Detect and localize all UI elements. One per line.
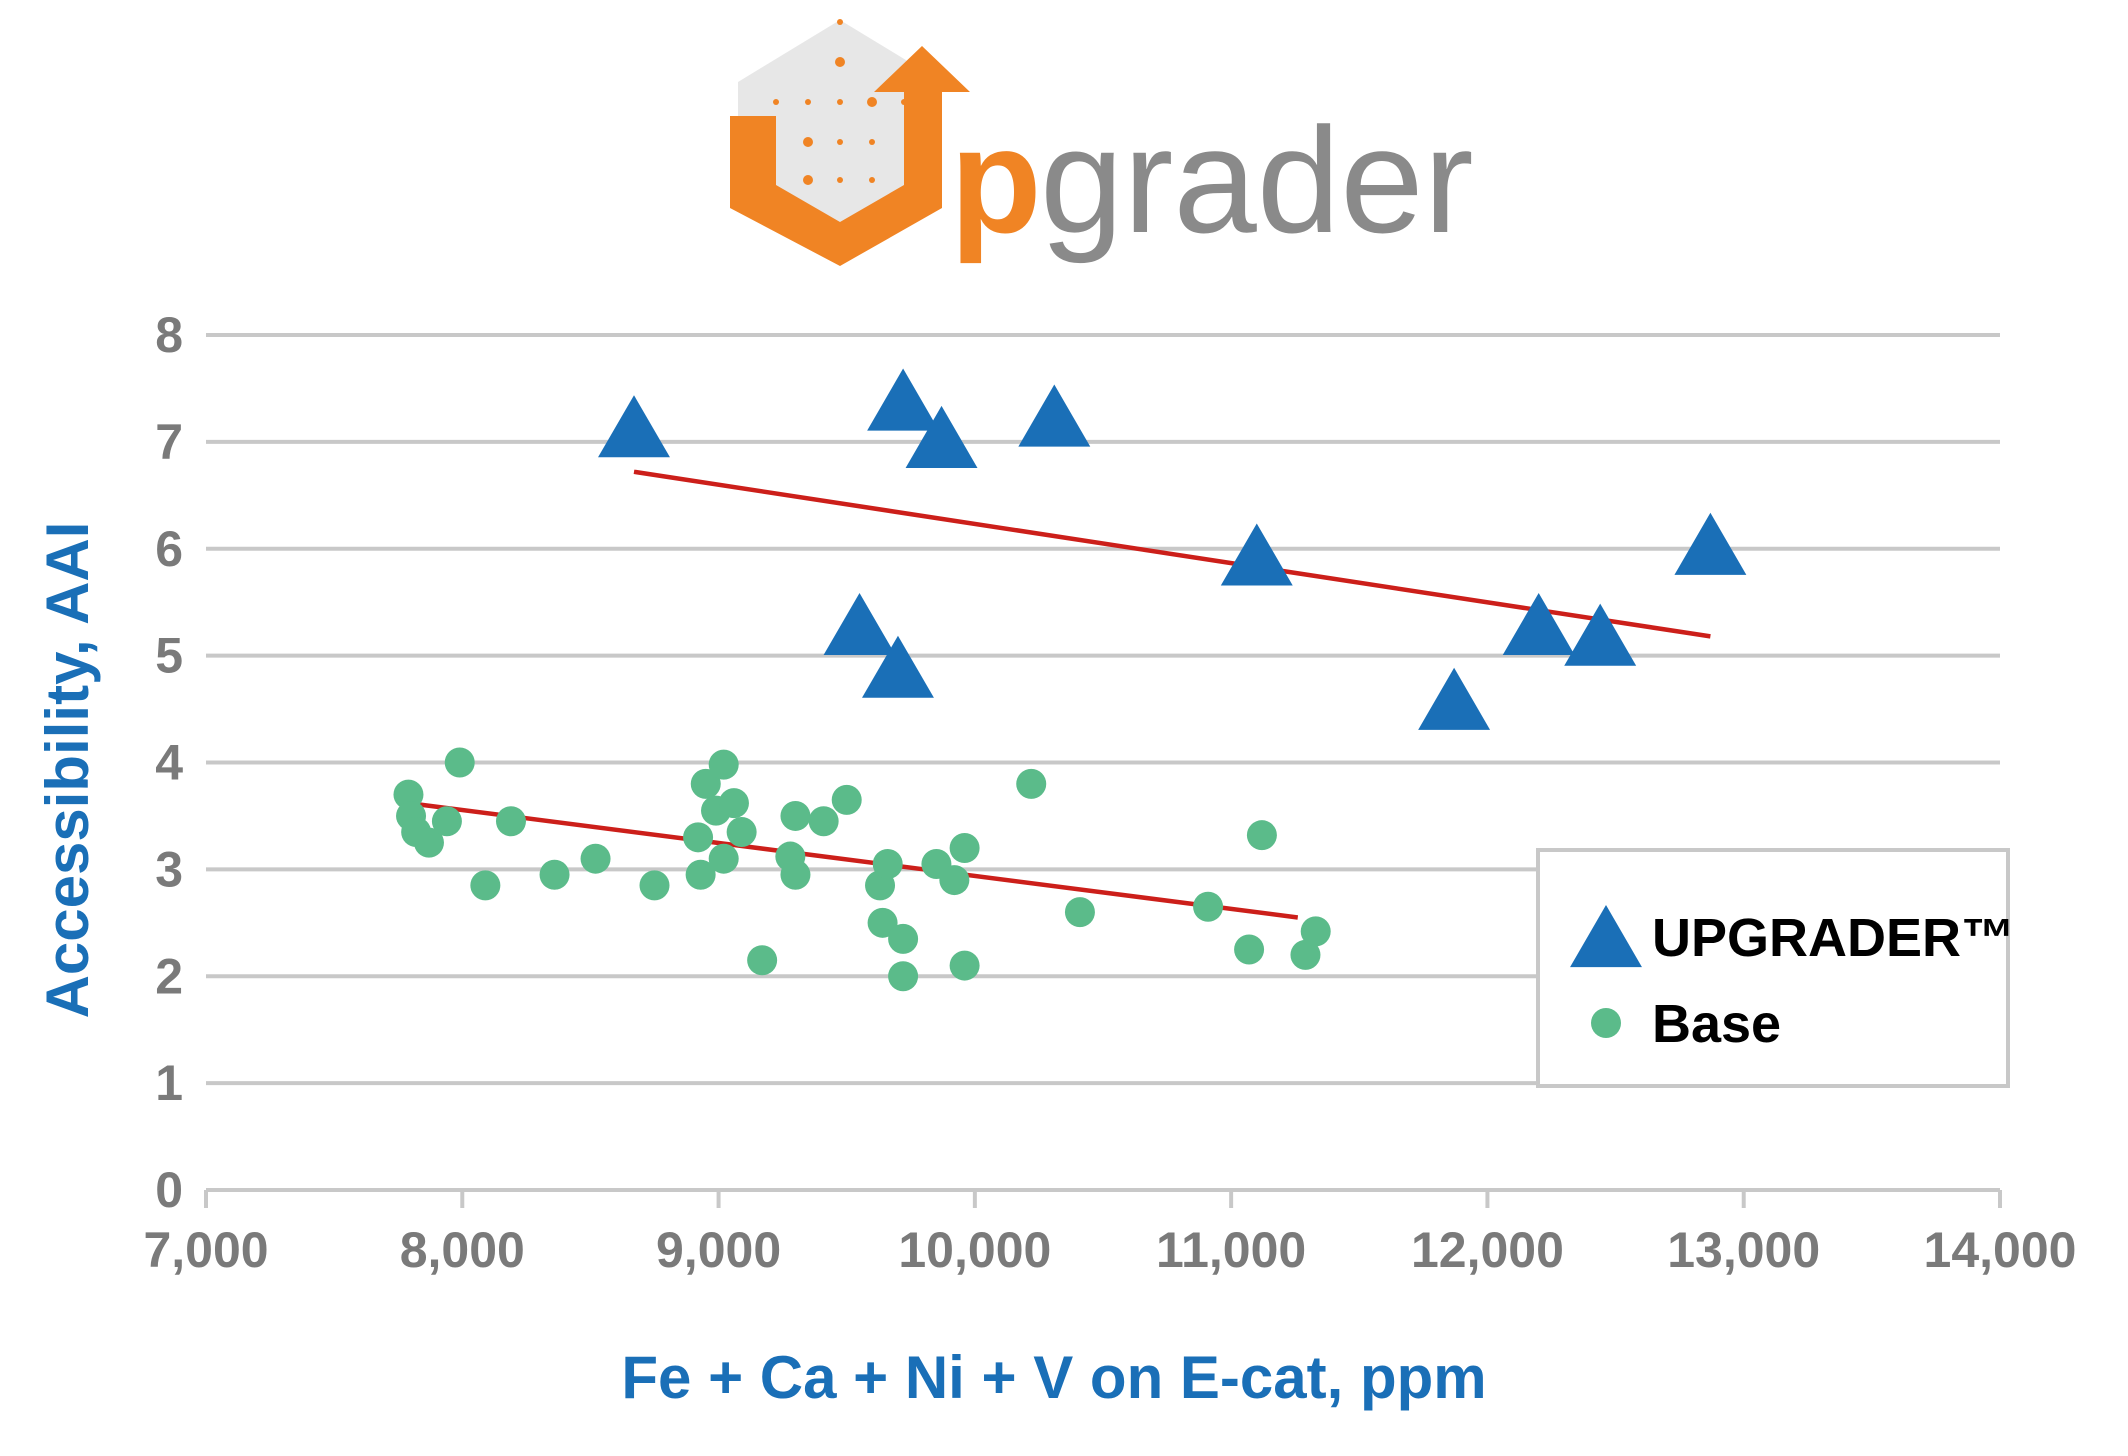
base-point (683, 822, 714, 853)
upgrader-point (1018, 384, 1091, 447)
base-point (780, 859, 811, 890)
data-points (393, 368, 1747, 992)
base-point (747, 945, 778, 976)
logo-dot (803, 137, 813, 147)
logo-text-rest: grader (1040, 96, 1474, 264)
logo-dot (837, 99, 843, 105)
base-point (1300, 916, 1331, 947)
legend: UPGRADER™ Base (1536, 848, 2015, 1088)
logo-dot (869, 139, 875, 145)
base-point (708, 749, 739, 780)
x-tick-label: 11,000 (1156, 1222, 1306, 1278)
logo-dot (837, 177, 843, 183)
logo-dot (803, 175, 813, 185)
y-tick-label: 2 (155, 948, 183, 1004)
base-point (539, 859, 570, 890)
y-axis-title: Accessibility, AAI (34, 522, 101, 1019)
upgrader-point (867, 368, 940, 431)
legend-marker-upgrader (1570, 905, 1642, 968)
legend-marker-base (1591, 1008, 1621, 1038)
trend-line (408, 800, 1299, 920)
x-tick-label: 12,000 (1411, 1222, 1564, 1278)
upgrader-point (823, 592, 896, 656)
x-axis-ticks: 7,000 8,000 9,000 10,000 11,000 12,000 13,000 1… (143, 1190, 2076, 1278)
x-tick-label: 14,000 (1924, 1222, 2077, 1278)
base-point (470, 870, 501, 901)
base-point (888, 961, 919, 992)
upgrader-point (862, 635, 934, 698)
upgrader-point (1564, 603, 1637, 666)
logo-dot (773, 99, 779, 105)
logo-dot (867, 97, 877, 107)
base-point (831, 784, 862, 815)
upgrader-point (905, 405, 978, 468)
logo-dot (805, 99, 811, 105)
base-point (867, 907, 898, 938)
y-tick-label: 5 (155, 628, 183, 684)
y-axis-ticks: 0 1 2 3 4 5 6 7 8 (155, 307, 183, 1218)
base-point (872, 849, 903, 880)
upgrader-point (1418, 667, 1491, 730)
y-tick-label: 1 (155, 1055, 183, 1111)
y-tick-label: 0 (155, 1162, 183, 1218)
base-point (580, 843, 611, 874)
x-axis-title: Fe + Ca + Ni + V on E-cat, ppm (621, 1344, 1486, 1411)
x-tick-label: 9,000 (656, 1222, 781, 1278)
logo-dot (837, 19, 843, 25)
base-point (1246, 820, 1277, 851)
base-point (949, 833, 980, 863)
upgrader-point (1674, 512, 1747, 575)
base-point (685, 859, 716, 890)
base-point (1193, 891, 1224, 922)
base-point (1290, 939, 1321, 970)
base-point (413, 827, 444, 858)
base-point (1016, 768, 1047, 799)
y-tick-label: 7 (155, 414, 183, 470)
y-tick-label: 3 (155, 841, 183, 897)
x-tick-label: 7,000 (143, 1222, 268, 1278)
legend-box (1536, 848, 2010, 1088)
x-tick-label: 13,000 (1667, 1222, 1820, 1278)
upgrader-point (1502, 592, 1575, 656)
base-point (444, 747, 475, 778)
base-point (888, 923, 919, 954)
base-point (1064, 897, 1095, 928)
upgrader-point (598, 395, 670, 458)
base-point (718, 788, 749, 819)
y-tick-label: 8 (155, 307, 183, 363)
base-point (780, 800, 811, 831)
base-point (939, 865, 970, 896)
base-point (726, 816, 757, 847)
base-point (639, 870, 670, 901)
base-point (708, 843, 739, 874)
logo-arrow-shape (730, 46, 970, 266)
base-point (431, 806, 462, 837)
upgrader-point (1220, 523, 1293, 586)
y-tick-label: 4 (155, 735, 183, 791)
base-point (949, 950, 980, 981)
legend-label: Base (1652, 994, 1781, 1054)
logo-dot (837, 139, 843, 145)
logo-dot (869, 177, 875, 183)
upgrader-logo: p grader (730, 19, 1474, 266)
base-point (808, 806, 839, 837)
x-tick-label: 10,000 (898, 1222, 1051, 1278)
y-tick-label: 6 (155, 521, 183, 577)
legend-label: UPGRADER™ (1652, 908, 2015, 968)
base-point (1234, 934, 1265, 965)
x-tick-label: 8,000 (400, 1222, 525, 1278)
logo-text-lead: p (950, 96, 1042, 264)
base-point (495, 806, 526, 837)
logo-dot (835, 57, 845, 67)
base-point (690, 768, 721, 799)
